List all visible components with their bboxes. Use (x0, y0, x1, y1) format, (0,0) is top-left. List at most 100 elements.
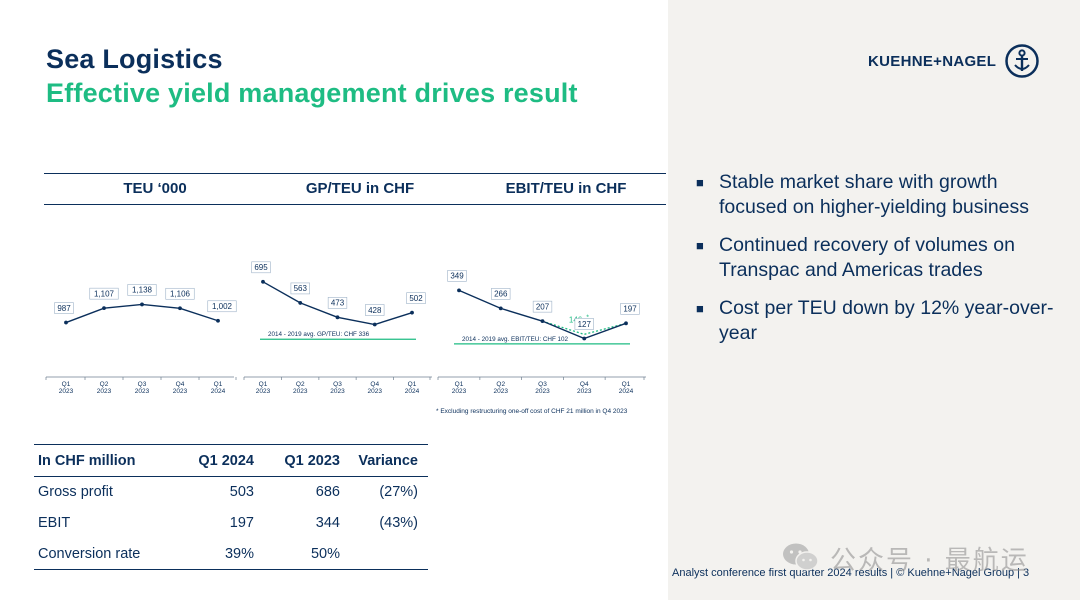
logo-text: KUEHNE+NAGEL (868, 53, 997, 70)
x-tick-label-quarter: Q1 (259, 381, 268, 388)
table-cell: (27%) (379, 484, 418, 501)
x-tick-label-year: 2024 (405, 388, 420, 395)
table-row: Gross profit 503 686 (27%) (34, 477, 428, 508)
data-label: 563 (294, 284, 308, 293)
data-label-box (532, 300, 553, 313)
table-cell: 50% (264, 538, 350, 570)
data-point (457, 288, 461, 293)
data-point (498, 306, 503, 311)
adjusted-series-line (542, 320, 627, 336)
page-subtitle: Effective yield management drives result (46, 78, 578, 108)
x-tick-label-quarter: Q3 (333, 381, 342, 388)
chart-footnote: * Excluding restructuring one-off cost o… (436, 408, 628, 415)
data-label: 1,107 (94, 289, 115, 298)
data-label-box (327, 297, 348, 309)
data-label: 695 (254, 263, 268, 272)
x-tick-label-quarter: Q1 (408, 381, 417, 388)
x-tick-label-quarter: Q1 (622, 381, 631, 388)
data-point (298, 301, 303, 305)
x-tick-label-year: 2023 (494, 388, 509, 395)
data-point (178, 306, 182, 311)
table-row: EBIT 197 344 (43%) (34, 508, 428, 539)
data-label: 987 (57, 304, 71, 313)
table-cell: Conversion rate (34, 538, 184, 570)
bullet-text: Stable market share with growth focused … (719, 171, 1030, 218)
bullet-item: ■ Continued recovery of volumes on Trans… (694, 233, 1064, 283)
table-cell (350, 538, 428, 570)
x-tick-label-year: 2023 (330, 388, 345, 395)
data-label: 207 (536, 302, 550, 311)
data-label: 1,002 (212, 302, 233, 311)
x-tick-label-year: 2024 (211, 388, 226, 395)
data-label-box (491, 288, 511, 300)
table-header-row: In CHF million Q1 2024 Q1 2023 Variance (34, 444, 428, 477)
x-tick-label-year: 2023 (535, 388, 550, 395)
anchor-icon (1005, 44, 1039, 78)
data-point (582, 336, 587, 341)
data-label: 502 (409, 294, 423, 303)
adjusted-footnote-marker: * (586, 314, 589, 321)
x-tick-label-year: 2023 (59, 388, 74, 395)
x-tick-label-quarter: Q4 (580, 381, 589, 388)
bullet-square-icon: ■ (696, 238, 704, 253)
data-label-box (127, 284, 157, 296)
data-point (540, 319, 545, 324)
x-tick-label-quarter: Q4 (176, 381, 185, 388)
chart-teu: 987 1,107 1,138 1,106 1,002 Q1 2023 Q2 2023 Q3 202… (44, 225, 244, 410)
data-label-box (207, 300, 237, 313)
x-tick-label-quarter: Q1 (214, 381, 223, 388)
data-label-box (406, 292, 426, 304)
series-line (65, 303, 219, 324)
chart-header-teu: TEU ‘000 (123, 180, 187, 197)
bullet-square-icon: ■ (696, 301, 704, 316)
bullet-item: ■ Cost per TEU down by 12% year-over-yea… (694, 296, 1064, 346)
table-cell: 39% (184, 538, 264, 570)
table-cell: EBIT (38, 515, 71, 531)
table-header-cell: Variance (350, 444, 428, 477)
data-label-box (574, 318, 594, 330)
data-point (410, 310, 414, 315)
x-tick-label-year: 2023 (135, 388, 150, 395)
x-tick-label-quarter: Q2 (296, 381, 305, 388)
data-label-box (89, 287, 119, 300)
data-label-box (620, 303, 640, 315)
right-panel (668, 0, 1080, 600)
data-label-box (251, 261, 271, 274)
data-label: 197 (623, 305, 637, 314)
table-cell: 503 (229, 484, 254, 501)
x-tick-label-quarter: Q1 (455, 381, 464, 388)
data-label: 266 (494, 290, 508, 299)
bullet-list: ■ Stable market share with growth focuse… (694, 170, 1064, 359)
data-label: 1,138 (132, 286, 153, 295)
reference-line-label: 2014 - 2019 avg. EBIT/TEU: CHF 102 (462, 336, 569, 343)
x-tick-label-year: 2023 (97, 388, 112, 395)
data-point (64, 320, 68, 325)
chart-ebit-teu-svg: 2014 - 2019 avg. EBIT/TEU: CHF 102146*34… (437, 270, 646, 395)
data-point (261, 279, 265, 284)
slide-footer: Analyst conference first quarter 2024 re… (672, 567, 1030, 579)
table-cell: 344 (315, 515, 340, 531)
data-point (216, 318, 220, 323)
kuehne-nagel-logo: KUEHNE+NAGEL (868, 44, 1048, 78)
x-tick-label-year: 2023 (577, 388, 592, 395)
chart-header-rule-bottom (44, 204, 666, 205)
x-tick-label-quarter: Q1 (62, 381, 71, 388)
bullet-item: ■ Stable market share with growth focuse… (694, 170, 1064, 220)
table-header-cell: In CHF million (34, 444, 184, 477)
x-tick-label-year: 2023 (293, 388, 308, 395)
x-tick-label-year: 2023 (173, 388, 188, 395)
table-cell: (43%) (379, 515, 418, 531)
chart-header-ebit-teu: EBIT/TEU in CHF (505, 180, 627, 197)
financials-table: In CHF million Q1 2024 Q1 2023 Variance … (34, 444, 428, 570)
x-tick-label-quarter: Q3 (138, 381, 147, 388)
data-label: 1,106 (170, 290, 191, 299)
bullet-text: Continued recovery of volumes on Transpa… (719, 234, 1015, 281)
x-tick-label-quarter: Q3 (538, 381, 547, 388)
data-label-box (54, 302, 74, 314)
x-tick-label-year: 2024 (619, 388, 634, 395)
x-tick-label-year: 2023 (368, 388, 383, 395)
x-tick-label-quarter: Q2 (100, 381, 109, 388)
table-cell: Gross profit (38, 484, 113, 501)
table-cell: 686 (315, 484, 340, 501)
